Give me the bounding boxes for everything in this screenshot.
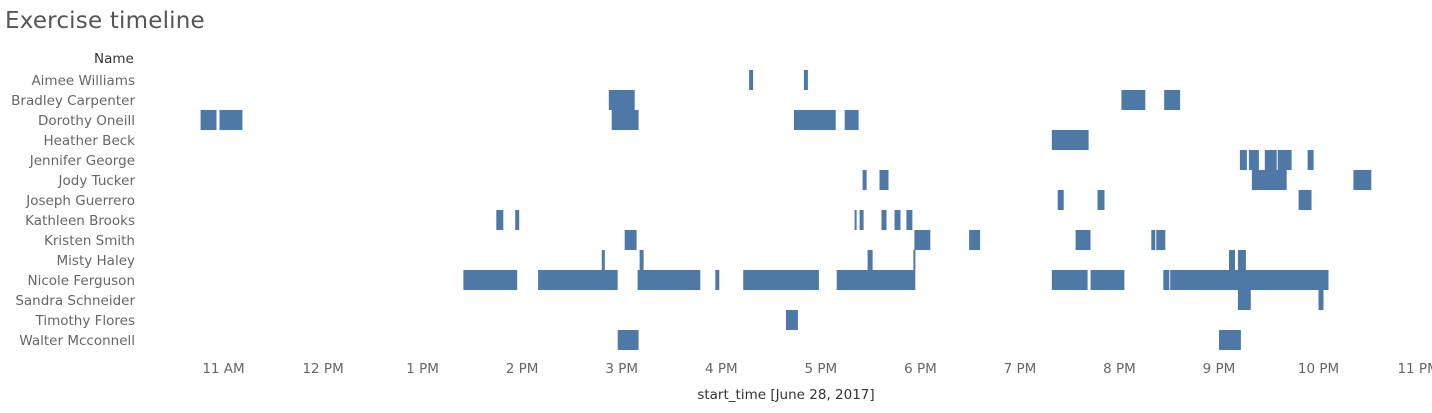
x-tick-label: 6 PM bbox=[904, 361, 937, 377]
row-label: Sandra Schneider bbox=[15, 293, 135, 309]
timeline-bar[interactable] bbox=[639, 250, 644, 270]
timeline-bar[interactable] bbox=[637, 270, 701, 290]
timeline-bar[interactable] bbox=[1151, 230, 1156, 250]
timeline-bar[interactable] bbox=[515, 210, 520, 230]
row-labels: Aimee Williams Bradley Carpenter Dorothy O… bbox=[11, 73, 135, 349]
timeline-bar[interactable] bbox=[1251, 170, 1287, 190]
timeline-bar[interactable] bbox=[1229, 250, 1235, 270]
timeline-bar[interactable] bbox=[611, 110, 639, 130]
x-tick-label: 11 PM bbox=[1397, 361, 1432, 377]
timeline-bar[interactable] bbox=[1353, 170, 1372, 190]
x-tick-label: 5 PM bbox=[804, 361, 837, 377]
timeline-bar[interactable] bbox=[1237, 250, 1246, 270]
timeline-bar[interactable] bbox=[1075, 230, 1091, 250]
timeline-bar[interactable] bbox=[1307, 150, 1314, 170]
timeline-bar[interactable] bbox=[1237, 290, 1251, 310]
timeline-bar[interactable] bbox=[803, 70, 808, 90]
timeline-bar[interactable] bbox=[749, 70, 754, 90]
timeline-bar[interactable] bbox=[715, 270, 720, 290]
timeline-bar[interactable] bbox=[617, 330, 639, 350]
row-label: Kathleen Brooks bbox=[25, 213, 135, 229]
bars bbox=[200, 70, 1372, 350]
timeline-bar[interactable] bbox=[867, 250, 873, 270]
x-tick-label: 9 PM bbox=[1203, 361, 1236, 377]
timeline-bar[interactable] bbox=[881, 210, 887, 230]
timeline-bar[interactable] bbox=[1156, 230, 1166, 250]
timeline-bar[interactable] bbox=[219, 110, 243, 130]
timeline-bar[interactable] bbox=[879, 170, 889, 190]
x-tick-label: 4 PM bbox=[705, 361, 738, 377]
timeline-bar[interactable] bbox=[1051, 130, 1089, 150]
x-tick-label: 2 PM bbox=[506, 361, 539, 377]
timeline-bar[interactable] bbox=[906, 210, 913, 230]
timeline-bar[interactable] bbox=[1090, 270, 1125, 290]
timeline-bar[interactable] bbox=[786, 310, 798, 330]
timeline-bar[interactable] bbox=[1170, 270, 1329, 290]
row-label: Bradley Carpenter bbox=[11, 93, 135, 109]
timeline-bar[interactable] bbox=[1277, 150, 1292, 170]
timeline-bar[interactable] bbox=[1051, 270, 1088, 290]
timeline-bar[interactable] bbox=[463, 270, 518, 290]
timeline-bar[interactable] bbox=[844, 110, 859, 130]
timeline-bar[interactable] bbox=[1121, 90, 1146, 110]
row-label: Timothy Flores bbox=[35, 313, 136, 329]
timeline-bar[interactable] bbox=[862, 170, 867, 190]
timeline-bar[interactable] bbox=[1264, 150, 1277, 170]
row-label: Joseph Guerrero bbox=[25, 193, 135, 209]
timeline-bar[interactable] bbox=[1219, 330, 1241, 350]
timeline-bar[interactable] bbox=[913, 250, 916, 270]
timeline-bar[interactable] bbox=[1318, 290, 1324, 310]
timeline-bar[interactable] bbox=[1057, 190, 1064, 210]
timeline-bar[interactable] bbox=[601, 250, 605, 270]
x-axis: 11 AM 12 PM 1 PM 2 PM 3 PM 4 PM 5 PM 6 PM 7 PM 8 … bbox=[202, 361, 1432, 377]
timeline-bar[interactable] bbox=[854, 210, 857, 230]
row-label: Walter Mcconnell bbox=[19, 333, 135, 349]
timeline-bar[interactable] bbox=[1097, 190, 1105, 210]
timeline-bar[interactable] bbox=[1298, 190, 1312, 210]
timeline-bar[interactable] bbox=[1239, 150, 1247, 170]
timeline-bar[interactable] bbox=[496, 210, 504, 230]
timeline-bar[interactable] bbox=[624, 230, 637, 250]
row-label: Misty Haley bbox=[57, 253, 135, 269]
x-axis-title: start_time [June 28, 2017] bbox=[697, 387, 875, 403]
x-tick-label: 1 PM bbox=[406, 361, 439, 377]
timeline-bar[interactable] bbox=[914, 230, 931, 250]
timeline-bar[interactable] bbox=[743, 270, 819, 290]
row-label: Nicole Ferguson bbox=[28, 273, 136, 289]
x-tick-label: 3 PM bbox=[605, 361, 638, 377]
row-label: Kristen Smith bbox=[44, 233, 135, 249]
timeline-bar[interactable] bbox=[969, 230, 981, 250]
x-tick-label: 11 AM bbox=[202, 361, 244, 377]
x-tick-label: 8 PM bbox=[1103, 361, 1136, 377]
timeline-bar[interactable] bbox=[608, 90, 635, 110]
x-tick-label: 10 PM bbox=[1298, 361, 1339, 377]
row-label: Jennifer George bbox=[29, 153, 135, 169]
chart-title: Exercise timeline bbox=[5, 8, 205, 34]
timeline-bar[interactable] bbox=[836, 270, 916, 290]
row-label: Jody Tucker bbox=[58, 173, 136, 189]
timeline-bar[interactable] bbox=[859, 210, 864, 230]
timeline-bar[interactable] bbox=[894, 210, 901, 230]
row-label: Dorothy Oneill bbox=[38, 113, 135, 129]
timeline-bar[interactable] bbox=[1248, 150, 1259, 170]
timeline-bar[interactable] bbox=[1163, 270, 1170, 290]
row-label: Aimee Williams bbox=[31, 73, 135, 89]
timeline-bar[interactable] bbox=[538, 270, 618, 290]
timeline-bar[interactable] bbox=[200, 110, 217, 130]
row-header-label: Name bbox=[94, 51, 134, 67]
row-label: Heather Beck bbox=[43, 133, 135, 149]
timeline-bar[interactable] bbox=[793, 110, 836, 130]
x-tick-label: 12 PM bbox=[302, 361, 343, 377]
timeline-bar[interactable] bbox=[1164, 90, 1181, 110]
x-tick-label: 7 PM bbox=[1004, 361, 1037, 377]
